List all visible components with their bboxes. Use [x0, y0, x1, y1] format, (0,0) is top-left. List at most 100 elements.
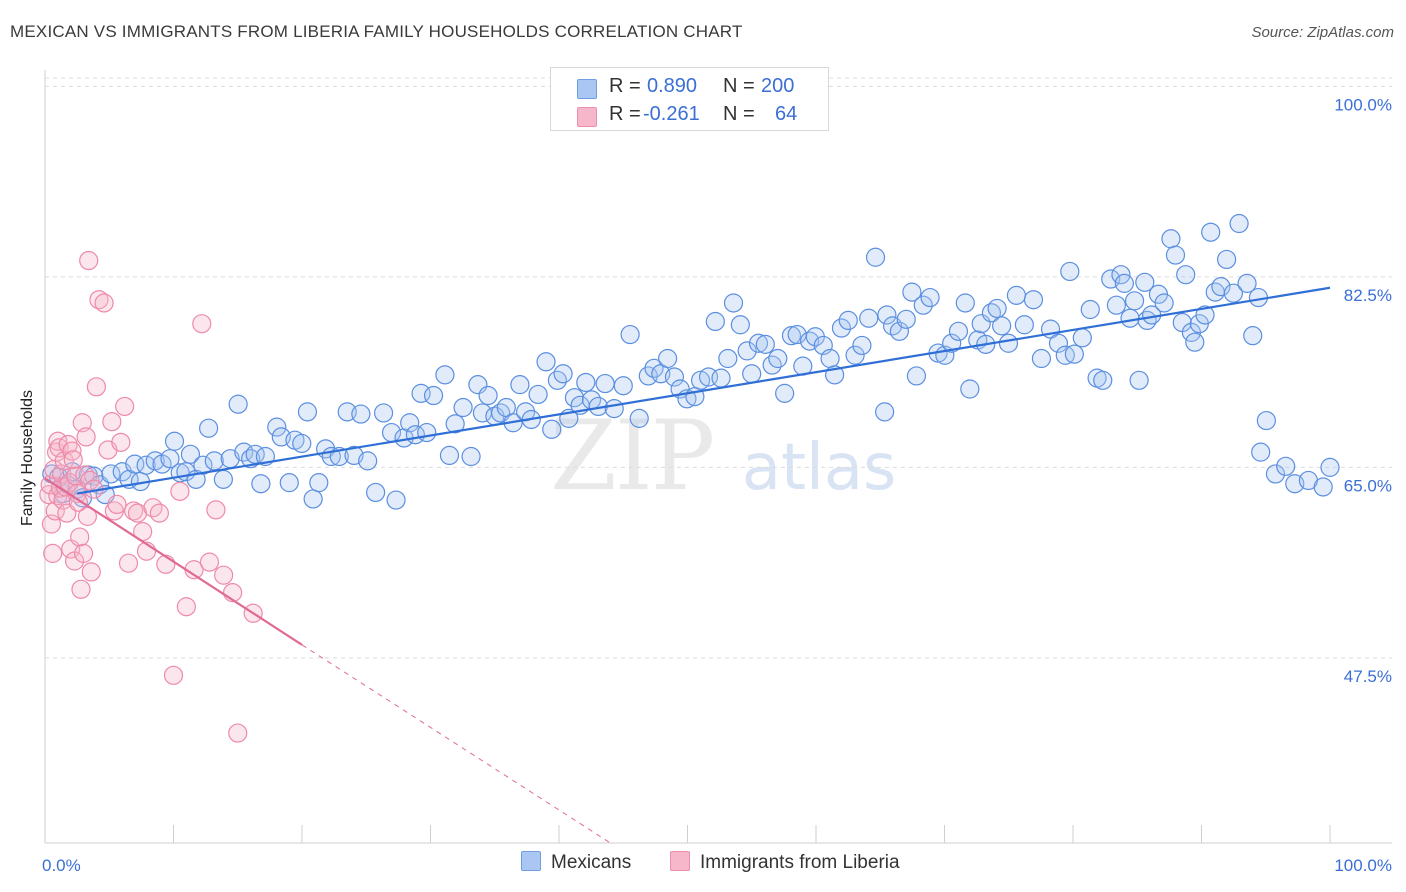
mexican-point: [1195, 305, 1215, 325]
mexican-point: [136, 455, 156, 475]
mexican-point: [1165, 245, 1186, 265]
mexican-point: [1185, 332, 1205, 352]
liberia-point: [176, 597, 196, 617]
mexican-point: [1251, 442, 1271, 462]
y-tick-label: 65.0%: [1344, 476, 1392, 495]
bottom-legend-swatch-mexicans: [521, 851, 541, 871]
liberia-point: [149, 503, 169, 523]
mexican-point: [366, 482, 386, 503]
mexican-point: [528, 384, 548, 405]
mexican-point: [1048, 333, 1069, 353]
mexican-point: [748, 333, 769, 353]
mexican-point: [204, 451, 224, 471]
liberia-point: [45, 501, 65, 521]
liberia-point: [163, 665, 184, 685]
mexican-point: [303, 489, 323, 509]
mexican-point: [859, 308, 879, 328]
mexican-point: [838, 310, 858, 331]
mexican-point: [1124, 291, 1145, 311]
mexican-point: [613, 376, 633, 396]
mexican-point: [664, 367, 685, 387]
mexican-point: [439, 445, 460, 466]
liberia-point: [76, 427, 96, 447]
mexican-point: [267, 417, 287, 437]
mexican-point: [1031, 348, 1052, 369]
chart-title: MEXICAN VS IMMIGRANTS FROM LIBERIA FAMIL…: [10, 22, 743, 41]
mexican-point: [400, 413, 420, 433]
legend-row-liberia: R = -0.261 N = 64: [551, 99, 828, 129]
x-tick-label: 100.0%: [1334, 856, 1392, 875]
liberia-trend-extension: [301, 644, 611, 844]
liberia-point: [156, 554, 176, 574]
mexican-point: [913, 295, 933, 315]
legend-r-value: -0.261: [643, 103, 700, 125]
mexican-point: [1229, 213, 1249, 234]
mexican-point: [1211, 277, 1231, 297]
mexican-point: [781, 326, 802, 346]
bottom-legend-swatch-liberia: [670, 851, 690, 871]
mexican-point: [461, 446, 481, 467]
liberia-point: [72, 413, 92, 433]
mexican-point: [292, 433, 312, 454]
bottom-legend-label-mexicans: Mexicans: [551, 852, 632, 873]
mexican-point: [1265, 464, 1286, 484]
mexican-point: [542, 419, 562, 439]
mexican-point: [604, 398, 624, 419]
mexican-point: [1135, 272, 1155, 292]
liberia-point: [70, 527, 90, 547]
mexican-point: [955, 293, 975, 313]
mexican-point: [1120, 308, 1140, 328]
liberia-point: [94, 293, 114, 313]
mexican-point: [228, 394, 248, 414]
mexican-point: [875, 402, 895, 422]
liberia-point: [71, 579, 91, 599]
bottom-legend-liberia: Immigrants from Liberia: [670, 851, 900, 874]
mexican-point: [730, 315, 750, 335]
liberia-point: [86, 377, 107, 397]
mexican-point: [417, 422, 437, 443]
mexican-point: [411, 383, 431, 403]
mexican-point: [1093, 370, 1113, 390]
liberia-point: [111, 432, 131, 452]
mexican-point: [942, 333, 962, 353]
mexican-point: [723, 293, 744, 313]
liberia-point: [228, 723, 248, 743]
mexican-point: [629, 408, 649, 428]
series-1: [39, 250, 263, 743]
y-tick-label: 82.5%: [1344, 286, 1392, 305]
mexican-point: [889, 321, 909, 341]
mexican-point: [1243, 326, 1263, 346]
mexican-point: [845, 345, 865, 365]
mexican-point: [1006, 285, 1027, 305]
liberia-point: [75, 465, 95, 485]
mexican-point: [351, 404, 371, 424]
mexican-point: [705, 311, 725, 332]
mexican-point: [718, 348, 738, 369]
mexican-point: [992, 316, 1012, 336]
mexican-point: [902, 282, 922, 302]
mexican-point: [737, 341, 757, 361]
mexican-point: [1276, 456, 1296, 476]
mexican-point: [820, 348, 840, 369]
mexican-point: [775, 383, 795, 403]
mexican-point: [920, 287, 940, 308]
mexican-point: [1320, 457, 1340, 477]
liberia-point: [89, 290, 109, 310]
liberia-point: [118, 553, 139, 573]
mexican-point: [1023, 290, 1044, 310]
mexican-point: [1106, 295, 1127, 315]
mexican-point: [711, 368, 731, 388]
legend-n-value: 200: [761, 75, 795, 97]
liberia-point: [63, 450, 83, 470]
mexican-point: [435, 365, 455, 385]
mexican-point: [1313, 477, 1333, 497]
correlation-legend: R = 0.890 N = 200 R = -0.261 N = 64: [550, 67, 829, 131]
legend-r-label: R =: [609, 103, 641, 125]
mexican-point: [445, 414, 465, 434]
mexican-point: [576, 372, 596, 393]
liberia-point: [73, 543, 94, 563]
mexican-point: [906, 366, 927, 386]
mexican-point: [1201, 222, 1221, 242]
legend-swatch-liberia: [577, 107, 597, 127]
